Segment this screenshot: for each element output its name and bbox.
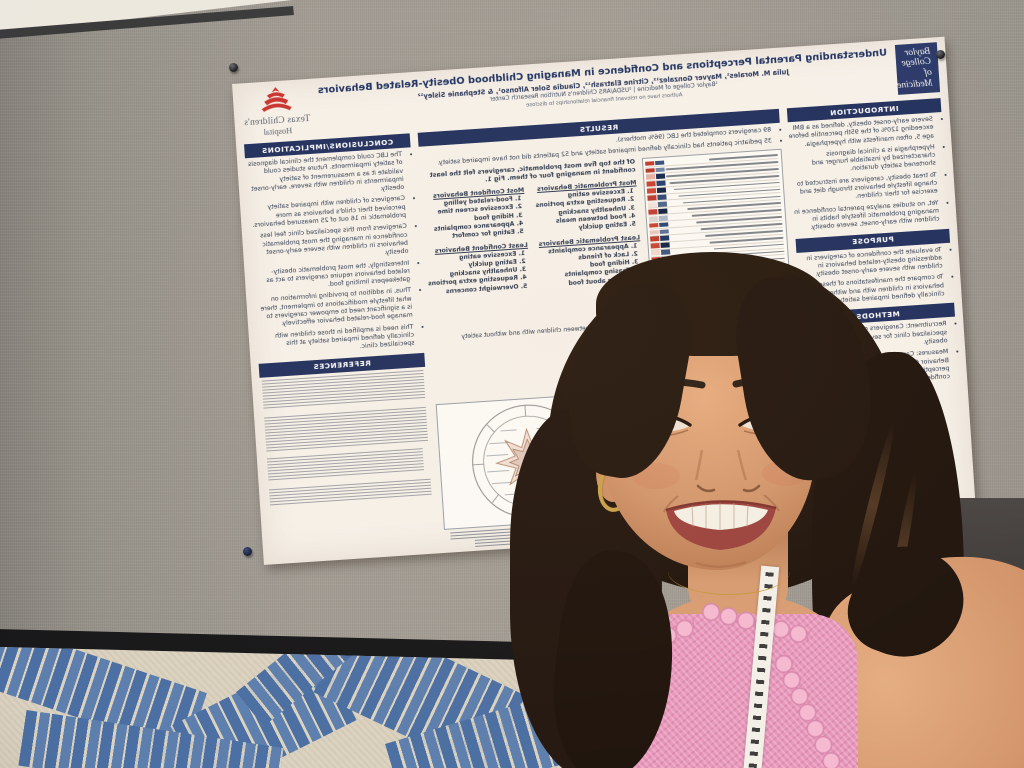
heatmap-cell-blue [659,222,669,228]
heatmap-cell-blue [655,167,665,173]
heatmap-cell-red [646,181,656,187]
heatmap-cell-blue [660,235,670,242]
poster-header: Baylor College of Medicine Understanding… [232,37,948,140]
heatmap-cell-red [650,236,660,242]
reference-entry [266,447,425,482]
list-items: Food-related yellingExcessive screen tim… [422,195,527,243]
reference-entry [268,478,432,505]
list-most-problematic: Most Problematic Behaviors Excessive eat… [534,179,640,236]
push-pin [936,50,945,59]
heatmap-cell-red [650,229,659,235]
heatmap-cell-blue [657,194,667,200]
heatmap-cell-red [649,215,658,222]
heatmap-cell-red [645,167,655,174]
reference-entry [261,369,426,411]
heatmap-cell-red [648,202,658,208]
heatmap-cell-blue [660,242,670,249]
texas-childrens-hospital-logo: Texas Children's Hospital [240,84,312,138]
column-conclusions: CONCLUSIONS/IMPLICATIONS The LBC could c… [244,128,438,562]
bcm-logo-line: College of [901,57,933,79]
references-text-illegible [260,369,434,505]
heatmap-cell-blue [658,208,668,214]
baylor-college-of-medicine-logo: Baylor College of Medicine [894,42,941,95]
reference-entry [264,406,429,452]
heatmap-cell-blue [659,228,669,235]
heatmap-cell-blue [658,215,668,221]
heatmap-cell-blue [655,160,665,166]
bcm-logo-line: Medicine [896,78,933,91]
heatmap-cell-red [651,250,661,256]
heatmap-cell-red [648,208,658,215]
heatmap-cell-blue [657,187,666,194]
tch-red-mark-icon [261,87,292,112]
gold-necklace [668,548,790,595]
list-items: Excessive eatingRequesting extra portion… [534,188,639,236]
push-pin [243,547,252,556]
heatmap-cell-red [645,160,655,167]
heatmap-cell-red [647,195,657,201]
heatmap-cell-red [649,222,659,229]
heatmap-cell-red [647,188,657,194]
heatmap-cell-red [646,174,656,180]
heatmap-cell-red [651,243,660,249]
conclusions-bullets: The LBC could complement the clinical di… [245,150,424,358]
heatmap-cell-blue [656,173,665,180]
heatmap-cell-blue [657,201,667,207]
heatmap-cell-blue [661,249,670,255]
list-least-confident: Least Confident Behaviors Excessive eati… [425,240,531,297]
push-pin [229,63,238,72]
list-items: Excessive eatingEating quicklyUnhealthy … [426,249,531,297]
hotel-carpet [0,646,579,768]
list-most-confident: Most Confident Behaviors Food-related ye… [422,186,528,243]
conclusion-bullet: The LBC could complement the clinical di… [245,151,405,203]
introduction-bullet: Yet, no studies analyze parental confide… [794,199,940,233]
introduction-bullets: Severe early-onset obesity, defined as a… [788,115,949,234]
heatmap-cell-blue [656,180,666,187]
